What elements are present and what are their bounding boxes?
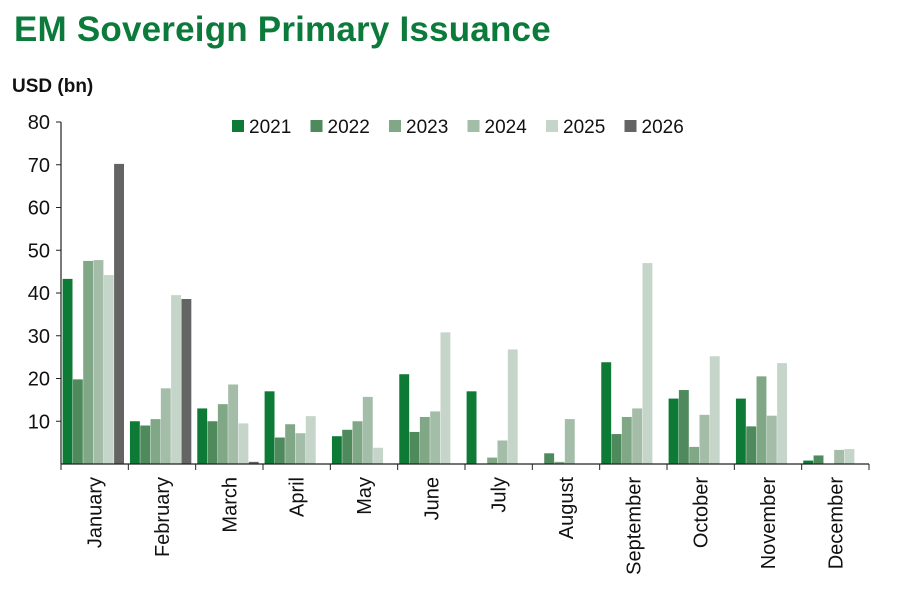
chart-title: EM Sovereign Primary Issuance [14,10,551,49]
bars-group [62,163,855,464]
bar-2024-july [497,440,508,464]
x-tick-label-august: August [556,477,578,540]
bar-2023-september [621,416,632,464]
bar-2022-september [611,434,622,464]
x-tick-label-july: July [489,477,511,513]
x-tick-label-june: June [421,477,443,520]
bar-2021-may [331,436,342,464]
bar-2023-february [150,419,161,464]
y-tick-label: 30 [28,326,50,348]
legend-label-2023: 2023 [406,117,448,138]
bar-2024-june [430,411,441,464]
bar-2021-october [668,398,679,464]
x-tick-label-january: January [85,477,107,548]
bar-2022-june [409,431,420,464]
bar-2021-november [735,398,746,464]
y-axis-unit-label: USD (bn) [12,76,94,97]
bar-2022-april [274,437,285,464]
bar-2021-december [803,460,814,464]
bar-2022-february [140,425,151,464]
bar-2025-july [507,349,518,464]
bar-2021-april [264,391,275,464]
bar-2024-may [362,396,373,464]
legend-swatch-2025 [546,120,558,132]
bar-2023-november [756,376,767,464]
bar-2021-february [129,421,140,464]
bar-2023-april [285,424,296,464]
bar-2024-december [834,449,845,464]
bar-2024-october [699,414,710,464]
x-tick-label-may: May [354,477,376,515]
legend-swatch-2023 [389,120,401,132]
x-axis: January February March April May June July Augu… [60,463,870,575]
bar-2025-november [777,363,788,464]
bar-2026-february [181,298,192,464]
y-axis: 10 20 30 40 50 60 70 80 [28,112,62,464]
bar-2023-may [352,421,363,464]
y-tick-label: 20 [28,369,50,391]
legend: 2021 2022 2023 2024 2025 2026 [232,117,684,138]
bar-2024-february [160,388,171,464]
bar-2023-august [554,461,565,464]
bar-2023-january [83,260,94,464]
bar-2025-october [709,356,720,464]
bar-2025-december [844,449,855,464]
bar-2025-september [642,263,653,464]
bar-2023-october [689,446,700,464]
bar-2024-april [295,433,306,464]
x-tick-label-september: September [623,477,645,575]
bar-2024-january [93,260,104,464]
bar-2025-april [305,416,316,464]
x-tick-label-november: November [758,477,780,570]
bar-2022-august [544,453,555,464]
y-tick-label: 10 [28,411,50,433]
bar-2025-february [171,295,182,464]
bar-2024-march [228,384,239,464]
bar-2025-january [103,275,114,464]
bar-2022-march [207,421,218,464]
y-tick-label: 80 [28,112,50,134]
bar-2024-september [632,408,643,464]
bar-2021-january [62,278,73,464]
bar-2025-march [238,423,249,464]
bar-2022-january [72,379,83,464]
bar-2022-may [342,429,353,464]
bar-2025-june [440,332,451,464]
legend-label-2024: 2024 [485,117,528,138]
legend-swatch-2024 [467,120,480,132]
x-tick-label-february: February [152,477,174,557]
bar-2023-june [419,416,430,464]
bar-2021-july [466,391,477,464]
bar-2025-may [373,447,384,464]
bar-2023-march [217,404,228,464]
legend-swatch-2021 [232,120,244,132]
bar-2021-march [197,408,208,464]
x-tick-label-march: March [219,477,241,533]
bar-2022-november [746,426,757,464]
y-tick-label: 50 [28,240,50,262]
x-tick-label-october: October [691,477,713,548]
x-tick-label-december: December [825,477,847,570]
y-tick-label: 70 [28,155,50,177]
bar-2026-march [248,461,259,464]
bar-2024-august [564,419,575,464]
legend-label-2026: 2026 [642,117,684,138]
legend-label-2025: 2025 [563,117,605,138]
bar-2023-july [487,457,498,464]
legend-swatch-2026 [624,120,637,132]
legend-swatch-2022 [310,120,323,132]
bar-2026-january [114,163,124,464]
legend-label-2021: 2021 [249,117,291,138]
legend-label-2022: 2022 [328,117,370,138]
bar-2024-november [766,415,777,464]
y-tick-label: 60 [28,198,50,220]
bar-2021-june [399,374,410,464]
bar-2022-october [678,390,689,464]
bar-2021-september [601,362,612,464]
bar-2022-december [813,455,824,464]
y-tick-label: 40 [28,283,50,305]
x-tick-label-april: April [287,477,309,517]
